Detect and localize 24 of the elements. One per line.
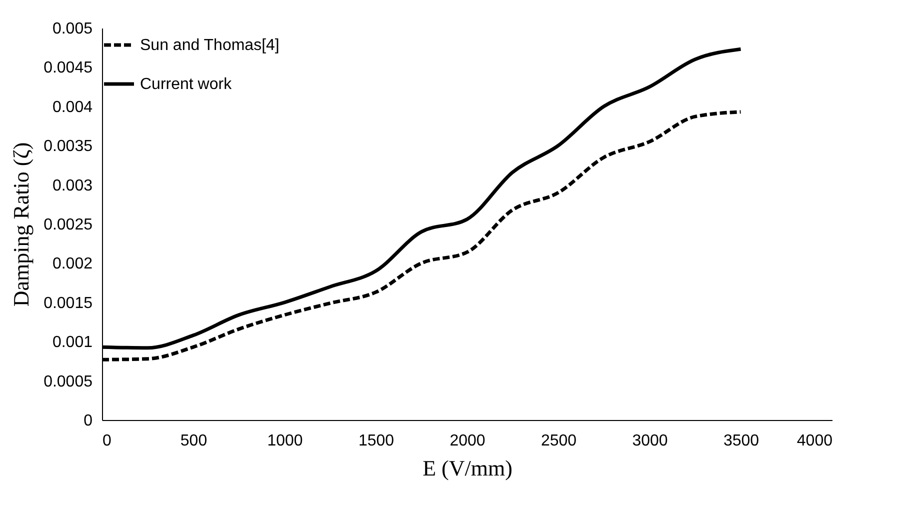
- legend-label: Current work: [140, 76, 233, 93]
- y-tick-label: 0.003: [52, 177, 93, 194]
- x-tick-label: 2000: [450, 432, 486, 450]
- x-tick-label: 4000: [796, 432, 833, 450]
- x-axis-title: E (V/mm): [422, 456, 512, 480]
- y-tick-label: 0.002: [52, 256, 93, 273]
- x-tick-label: 0: [102, 432, 112, 450]
- x-tick-label: 1500: [358, 432, 394, 450]
- y-tick-label: 0.0015: [44, 294, 93, 312]
- legend-label: Sun and Thomas[4]: [140, 37, 280, 54]
- y-tick-label: 0.001: [52, 334, 93, 352]
- y-tick-label: 0.0035: [44, 138, 93, 156]
- y-tick-label: 0.0005: [44, 373, 93, 390]
- y-tick-label: 0.005: [52, 20, 93, 38]
- y-tick-label: 0.0045: [44, 60, 93, 77]
- x-tick-label: 500: [180, 432, 208, 450]
- x-tick-label: 3000: [632, 432, 668, 450]
- x-tick-label: 1000: [267, 432, 303, 450]
- y-tick-label: 0.004: [52, 98, 93, 116]
- x-tick-label: 2500: [540, 432, 577, 450]
- y-tick-label: 0: [84, 412, 93, 430]
- y-tick-label: 0.0025: [44, 216, 93, 234]
- y-axis-title: Damping Ratio (ζ): [8, 142, 34, 307]
- x-tick-label: 3500: [723, 432, 760, 450]
